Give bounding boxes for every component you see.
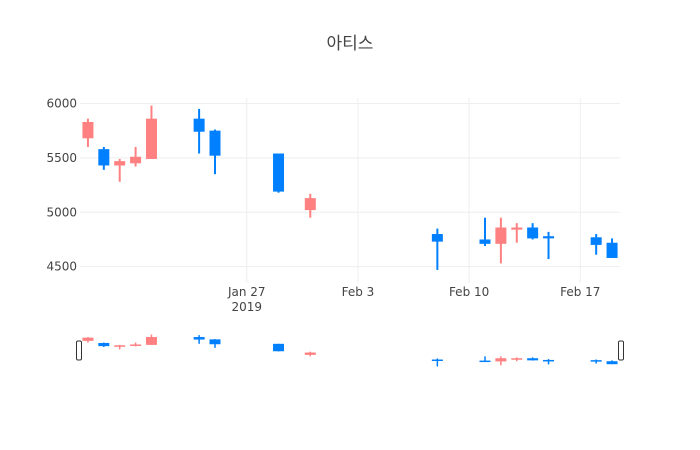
slider-candle [495, 356, 507, 366]
slider-candle-body [145, 337, 157, 345]
slider-candle-body [304, 352, 316, 355]
candle-increasing[interactable] [304, 193, 316, 218]
chart-title: 아티스 [327, 34, 374, 54]
candle-decreasing[interactable] [479, 217, 491, 246]
slider-candle-body [273, 343, 285, 352]
slider-candle-body [511, 358, 523, 360]
slider-candle [431, 358, 443, 367]
candle-body [479, 239, 491, 244]
candle-increasing[interactable] [495, 217, 507, 264]
slider-candle-body [98, 342, 110, 347]
candle-body [114, 161, 126, 166]
slider-candle-body [479, 360, 491, 363]
slider-candle [304, 351, 316, 357]
candle-decreasing[interactable] [273, 153, 285, 193]
candle-body [606, 242, 618, 258]
candle-body [527, 227, 539, 239]
slider-candle-body [209, 339, 221, 345]
x-tick-label: Feb 17 [560, 285, 600, 299]
candle-decreasing[interactable] [193, 108, 205, 154]
candle-body [98, 149, 110, 166]
candle-body [431, 234, 443, 242]
x-tick-label: Jan 27 [227, 285, 266, 299]
candle-increasing[interactable] [145, 105, 157, 159]
candle-body [273, 153, 285, 192]
y-tick-labels: 4500 5000 5500 6000 [46, 96, 77, 273]
slider-candle [114, 344, 126, 350]
candle-body [511, 227, 523, 230]
candle-body [495, 227, 507, 244]
x-tick-label: Feb 10 [449, 285, 489, 299]
slider-candle [606, 360, 618, 365]
range-slider-left-handle[interactable] [76, 340, 82, 361]
candle-decreasing[interactable] [527, 223, 539, 240]
candle-increasing[interactable] [130, 146, 142, 167]
slider-candle-body [543, 359, 555, 362]
slider-candle-body [82, 337, 94, 341]
candle-body [543, 236, 555, 239]
slider-candle [543, 359, 555, 365]
slider-candle [479, 356, 491, 363]
candle-increasing[interactable] [511, 223, 523, 243]
candle-body [304, 198, 316, 211]
slider-candle [590, 359, 602, 364]
slider-candle [273, 343, 285, 352]
candle-decreasing[interactable] [209, 129, 221, 175]
slider-candle [130, 342, 142, 347]
candle-increasing[interactable] [114, 158, 126, 182]
slider-candle-body [527, 358, 539, 361]
x-tick-label: Feb 3 [342, 285, 375, 299]
slider-candle-body [193, 337, 205, 340]
candle-body [130, 156, 142, 164]
slider-candle-body [606, 361, 618, 365]
slider-candle [82, 337, 94, 343]
y-tick-label: 4500 [46, 260, 77, 274]
range-slider-right-handle[interactable] [618, 340, 624, 361]
candle-decreasing[interactable] [431, 228, 443, 270]
candle-increasing[interactable] [82, 118, 94, 147]
slider-candle-body [130, 344, 142, 346]
candle-body [82, 121, 94, 139]
candle-decreasing[interactable] [606, 238, 618, 258]
x-tick-sublabel: 2019 [231, 300, 262, 314]
candle-body [590, 237, 602, 245]
candle-body [209, 130, 221, 156]
slider-candle-body [495, 358, 507, 362]
candle-decreasing[interactable] [590, 234, 602, 255]
range-slider[interactable] [76, 334, 624, 367]
slider-candle [511, 357, 523, 362]
candles[interactable] [82, 105, 618, 270]
slider-candle [98, 342, 110, 347]
y-tick-label: 5500 [46, 151, 77, 165]
candle-body [193, 118, 205, 132]
y-tick-label: 6000 [46, 96, 77, 110]
slider-candle-body [590, 360, 602, 362]
candle-decreasing[interactable] [98, 146, 110, 170]
slider-candle [145, 334, 157, 345]
slider-candle [209, 339, 221, 348]
y-tick-label: 5000 [46, 205, 77, 219]
candle-decreasing[interactable] [543, 231, 555, 260]
slider-candle [527, 357, 539, 361]
slider-candle-body [431, 359, 443, 362]
slider-candle-body [114, 345, 126, 347]
grid-layer [80, 98, 620, 283]
candle-body [145, 118, 157, 159]
slider-candle [193, 335, 205, 344]
